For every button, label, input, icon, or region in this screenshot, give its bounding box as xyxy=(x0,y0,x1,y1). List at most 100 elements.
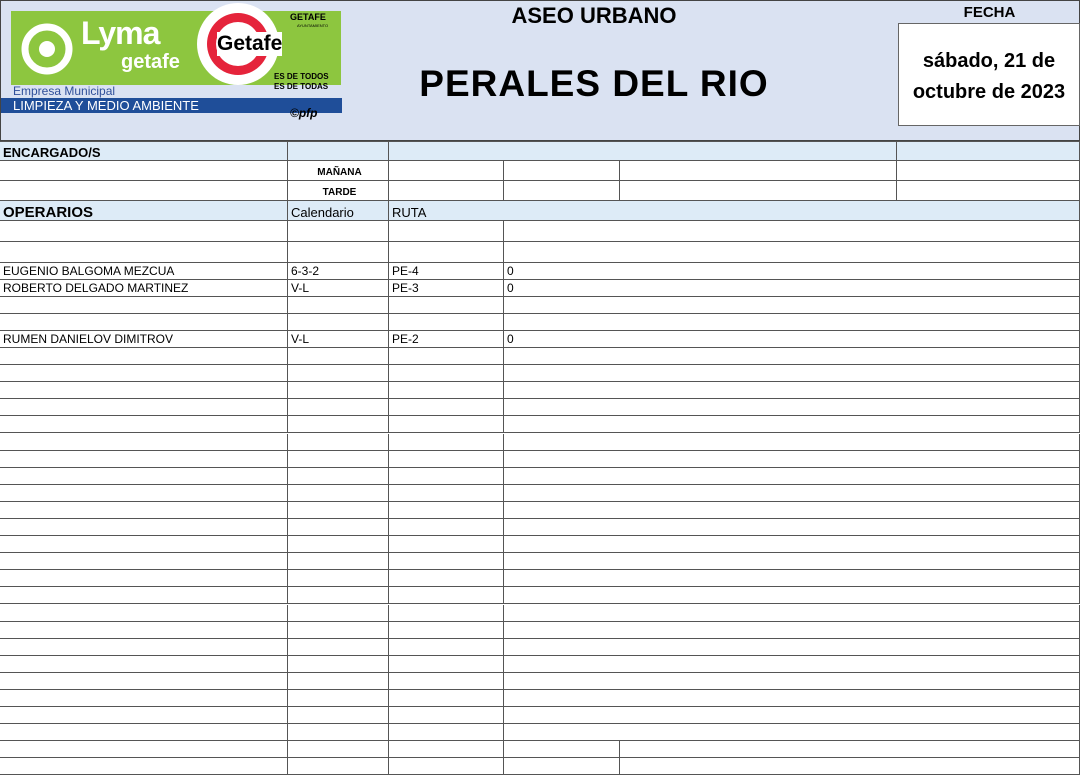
operario-value[interactable] xyxy=(504,467,1080,485)
operario-name[interactable] xyxy=(0,399,288,417)
operario-value[interactable] xyxy=(504,484,1080,502)
operario-name[interactable] xyxy=(0,365,288,383)
cell[interactable] xyxy=(504,758,620,775)
operario-calendar[interactable] xyxy=(288,501,389,519)
encargado-morning-name[interactable] xyxy=(0,161,288,181)
operario-route[interactable] xyxy=(389,297,504,314)
operario-name[interactable] xyxy=(0,570,288,588)
operario-route[interactable] xyxy=(389,604,504,622)
operario-name[interactable] xyxy=(0,314,288,331)
operario-name[interactable] xyxy=(0,553,288,571)
shift-morning-label[interactable]: MAÑANA xyxy=(288,161,389,181)
operario-calendar[interactable]: V-L xyxy=(288,331,389,348)
operario-calendar[interactable] xyxy=(288,399,389,417)
operario-name[interactable] xyxy=(0,519,288,537)
operario-route[interactable] xyxy=(389,399,504,417)
operario-name[interactable] xyxy=(0,587,288,605)
operario-name[interactable] xyxy=(0,297,288,314)
operario-name[interactable] xyxy=(0,348,288,366)
cell[interactable] xyxy=(620,741,1080,759)
operario-name[interactable] xyxy=(0,690,288,708)
cell[interactable] xyxy=(389,161,504,181)
operario-calendar[interactable] xyxy=(288,741,389,759)
cell[interactable] xyxy=(897,141,1080,161)
operario-calendar[interactable] xyxy=(288,433,389,451)
operario-route[interactable] xyxy=(389,519,504,537)
operario-route[interactable] xyxy=(389,758,504,775)
operario-route[interactable] xyxy=(389,570,504,588)
route-header[interactable]: RUTA xyxy=(389,201,1080,221)
operario-route[interactable] xyxy=(389,382,504,400)
cell[interactable] xyxy=(897,161,1080,181)
operario-calendar[interactable] xyxy=(288,707,389,725)
operario-calendar[interactable] xyxy=(288,690,389,708)
operario-calendar[interactable] xyxy=(288,484,389,502)
operario-calendar[interactable] xyxy=(288,519,389,537)
operario-value[interactable] xyxy=(504,707,1080,725)
cell[interactable] xyxy=(389,141,897,161)
operario-name[interactable]: EUGENIO BALGOMA MEZCUA xyxy=(0,263,288,280)
operario-name[interactable] xyxy=(0,724,288,742)
operario-calendar[interactable]: V-L xyxy=(288,280,389,297)
operario-calendar[interactable] xyxy=(288,382,389,400)
cell[interactable] xyxy=(389,181,504,201)
operario-calendar[interactable] xyxy=(288,297,389,314)
operario-value[interactable] xyxy=(504,416,1080,434)
encargados-label[interactable]: ENCARGADO/S xyxy=(0,141,288,161)
operario-calendar[interactable] xyxy=(288,221,389,242)
encargado-afternoon-name[interactable] xyxy=(0,181,288,201)
operario-name[interactable] xyxy=(0,416,288,434)
operario-value[interactable] xyxy=(504,553,1080,571)
operario-name[interactable] xyxy=(0,501,288,519)
operario-value[interactable] xyxy=(504,604,1080,622)
operario-value[interactable] xyxy=(504,382,1080,400)
operario-name[interactable]: RUMEN DANIELOV DIMITROV xyxy=(0,331,288,348)
operario-calendar[interactable] xyxy=(288,758,389,775)
cell[interactable] xyxy=(504,181,620,201)
operario-value[interactable]: 0 xyxy=(504,331,1080,348)
operario-calendar[interactable]: 6-3-2 xyxy=(288,263,389,280)
operario-calendar[interactable] xyxy=(288,655,389,673)
operario-route[interactable]: PE-4 xyxy=(389,263,504,280)
operario-calendar[interactable] xyxy=(288,553,389,571)
operario-value[interactable] xyxy=(504,621,1080,639)
shift-afternoon-label[interactable]: TARDE xyxy=(288,181,389,201)
operario-value[interactable] xyxy=(504,314,1080,331)
operario-calendar[interactable] xyxy=(288,314,389,331)
operario-value[interactable] xyxy=(504,242,1080,263)
operario-calendar[interactable] xyxy=(288,672,389,690)
cell[interactable] xyxy=(620,161,897,181)
operario-name[interactable] xyxy=(0,604,288,622)
operario-route[interactable] xyxy=(389,621,504,639)
operario-route[interactable] xyxy=(389,348,504,366)
operario-route[interactable] xyxy=(389,365,504,383)
calendar-header[interactable]: Calendario xyxy=(288,201,389,221)
operario-value[interactable] xyxy=(504,570,1080,588)
operario-name[interactable] xyxy=(0,484,288,502)
operario-value[interactable] xyxy=(504,690,1080,708)
operario-route[interactable]: PE-3 xyxy=(389,280,504,297)
operario-name[interactable] xyxy=(0,638,288,656)
operario-value[interactable] xyxy=(504,672,1080,690)
operario-calendar[interactable] xyxy=(288,348,389,366)
operario-value[interactable] xyxy=(504,221,1080,242)
cell[interactable] xyxy=(288,141,389,161)
operario-name[interactable]: ROBERTO DELGADO MARTINEZ xyxy=(0,280,288,297)
operario-route[interactable] xyxy=(389,242,504,263)
operario-calendar[interactable] xyxy=(288,621,389,639)
operario-value[interactable] xyxy=(504,501,1080,519)
operario-route[interactable] xyxy=(389,221,504,242)
operario-name[interactable] xyxy=(0,672,288,690)
operario-calendar[interactable] xyxy=(288,724,389,742)
operario-route[interactable] xyxy=(389,314,504,331)
operario-calendar[interactable] xyxy=(288,604,389,622)
operario-route[interactable] xyxy=(389,638,504,656)
operario-route[interactable] xyxy=(389,672,504,690)
operario-calendar[interactable] xyxy=(288,587,389,605)
operario-value[interactable] xyxy=(504,365,1080,383)
operario-value[interactable] xyxy=(504,450,1080,468)
operario-value[interactable] xyxy=(504,638,1080,656)
operarios-label[interactable]: OPERARIOS xyxy=(0,201,288,221)
operario-calendar[interactable] xyxy=(288,242,389,263)
operario-name[interactable] xyxy=(0,655,288,673)
